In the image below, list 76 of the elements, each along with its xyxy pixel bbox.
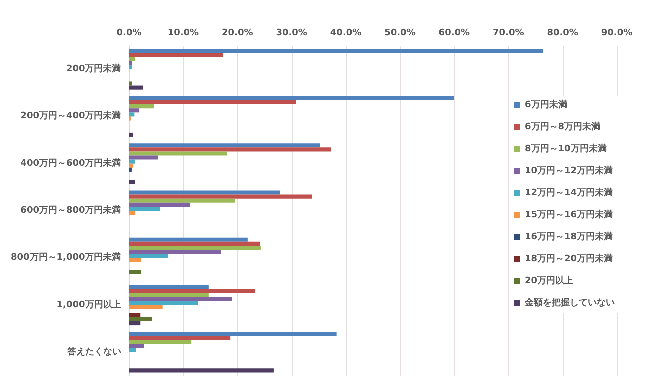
bar [129, 53, 224, 58]
legend-label: 16万円～18万円未満 [525, 232, 614, 242]
x-tick-label: 30.0% [276, 28, 308, 38]
bar [129, 211, 136, 216]
bar [129, 144, 320, 148]
bar [129, 250, 222, 254]
legend-label: 20万円以上 [525, 276, 574, 286]
legend-label: 12万円～14万円未満 [525, 188, 614, 198]
bar [129, 254, 168, 258]
legend-label: 18万円～20万円未満 [525, 254, 614, 264]
bar [129, 148, 332, 152]
bar [129, 258, 142, 262]
bar [129, 108, 140, 113]
bar [129, 160, 136, 164]
y-tick-label: 600万円～800万円未満 [20, 205, 122, 216]
bar [129, 61, 133, 66]
bar [129, 289, 256, 294]
bar [129, 322, 141, 326]
bar [129, 82, 133, 86]
y-tick-label: 1,000万円以上 [56, 299, 122, 310]
bar [129, 270, 142, 274]
legend-label: 8万円～10万円未満 [525, 144, 607, 154]
bar [129, 332, 337, 336]
bar [129, 194, 312, 199]
x-tick-label: 60.0% [438, 28, 470, 38]
legend-label: 15万円～16万円未満 [525, 210, 614, 220]
bar [129, 168, 132, 172]
bar [129, 242, 260, 246]
bar [129, 317, 152, 322]
legend-label: 10万円～12万円未満 [525, 166, 614, 176]
bar [129, 66, 133, 70]
x-tick-label: 50.0% [384, 28, 416, 38]
bar [129, 202, 190, 207]
bar [129, 301, 198, 306]
bar [129, 112, 135, 117]
bar [129, 96, 454, 100]
bar [129, 336, 231, 340]
bar [129, 100, 296, 105]
y-tick-label: 200万円未満 [66, 64, 122, 75]
bar [129, 132, 134, 137]
bar [129, 313, 141, 318]
y-tick-label: 答えたくない [66, 346, 122, 358]
legend-label: 6万円未満 [525, 100, 568, 110]
bar [129, 180, 136, 184]
bar [129, 348, 136, 352]
x-tick-label: 70.0% [492, 28, 524, 38]
x-tick-label: 10.0% [168, 28, 200, 38]
y-tick-label: 400万円～600万円未満 [20, 158, 122, 169]
bar [129, 368, 274, 373]
bar [129, 104, 154, 109]
x-tick-label: 0.0% [116, 28, 142, 38]
bar [129, 285, 209, 290]
x-tick-label: 20.0% [222, 28, 254, 38]
legend-label: 金額を把握していない [524, 298, 615, 308]
x-tick-label: 90.0% [601, 28, 633, 38]
bar [129, 297, 232, 302]
x-tick-label: 80.0% [547, 28, 578, 38]
bar [129, 305, 163, 310]
bar [129, 152, 228, 156]
x-tick-label: 40.0% [330, 28, 362, 38]
y-tick-label: 800万円～1,000万円未満 [10, 252, 122, 264]
bar [129, 238, 248, 242]
bar [129, 206, 160, 211]
legend-label: 6万円～8万円未満 [525, 122, 601, 132]
bar [129, 164, 134, 168]
bar [129, 246, 261, 250]
bar [129, 198, 236, 203]
bar [129, 344, 144, 348]
y-tick-label: 200万円～400万円未満 [20, 110, 122, 122]
bar [129, 293, 209, 298]
bar [129, 190, 280, 195]
bar [129, 57, 136, 62]
bar [129, 86, 144, 90]
bar [129, 156, 158, 160]
bar [129, 340, 192, 344]
bar [129, 49, 544, 54]
